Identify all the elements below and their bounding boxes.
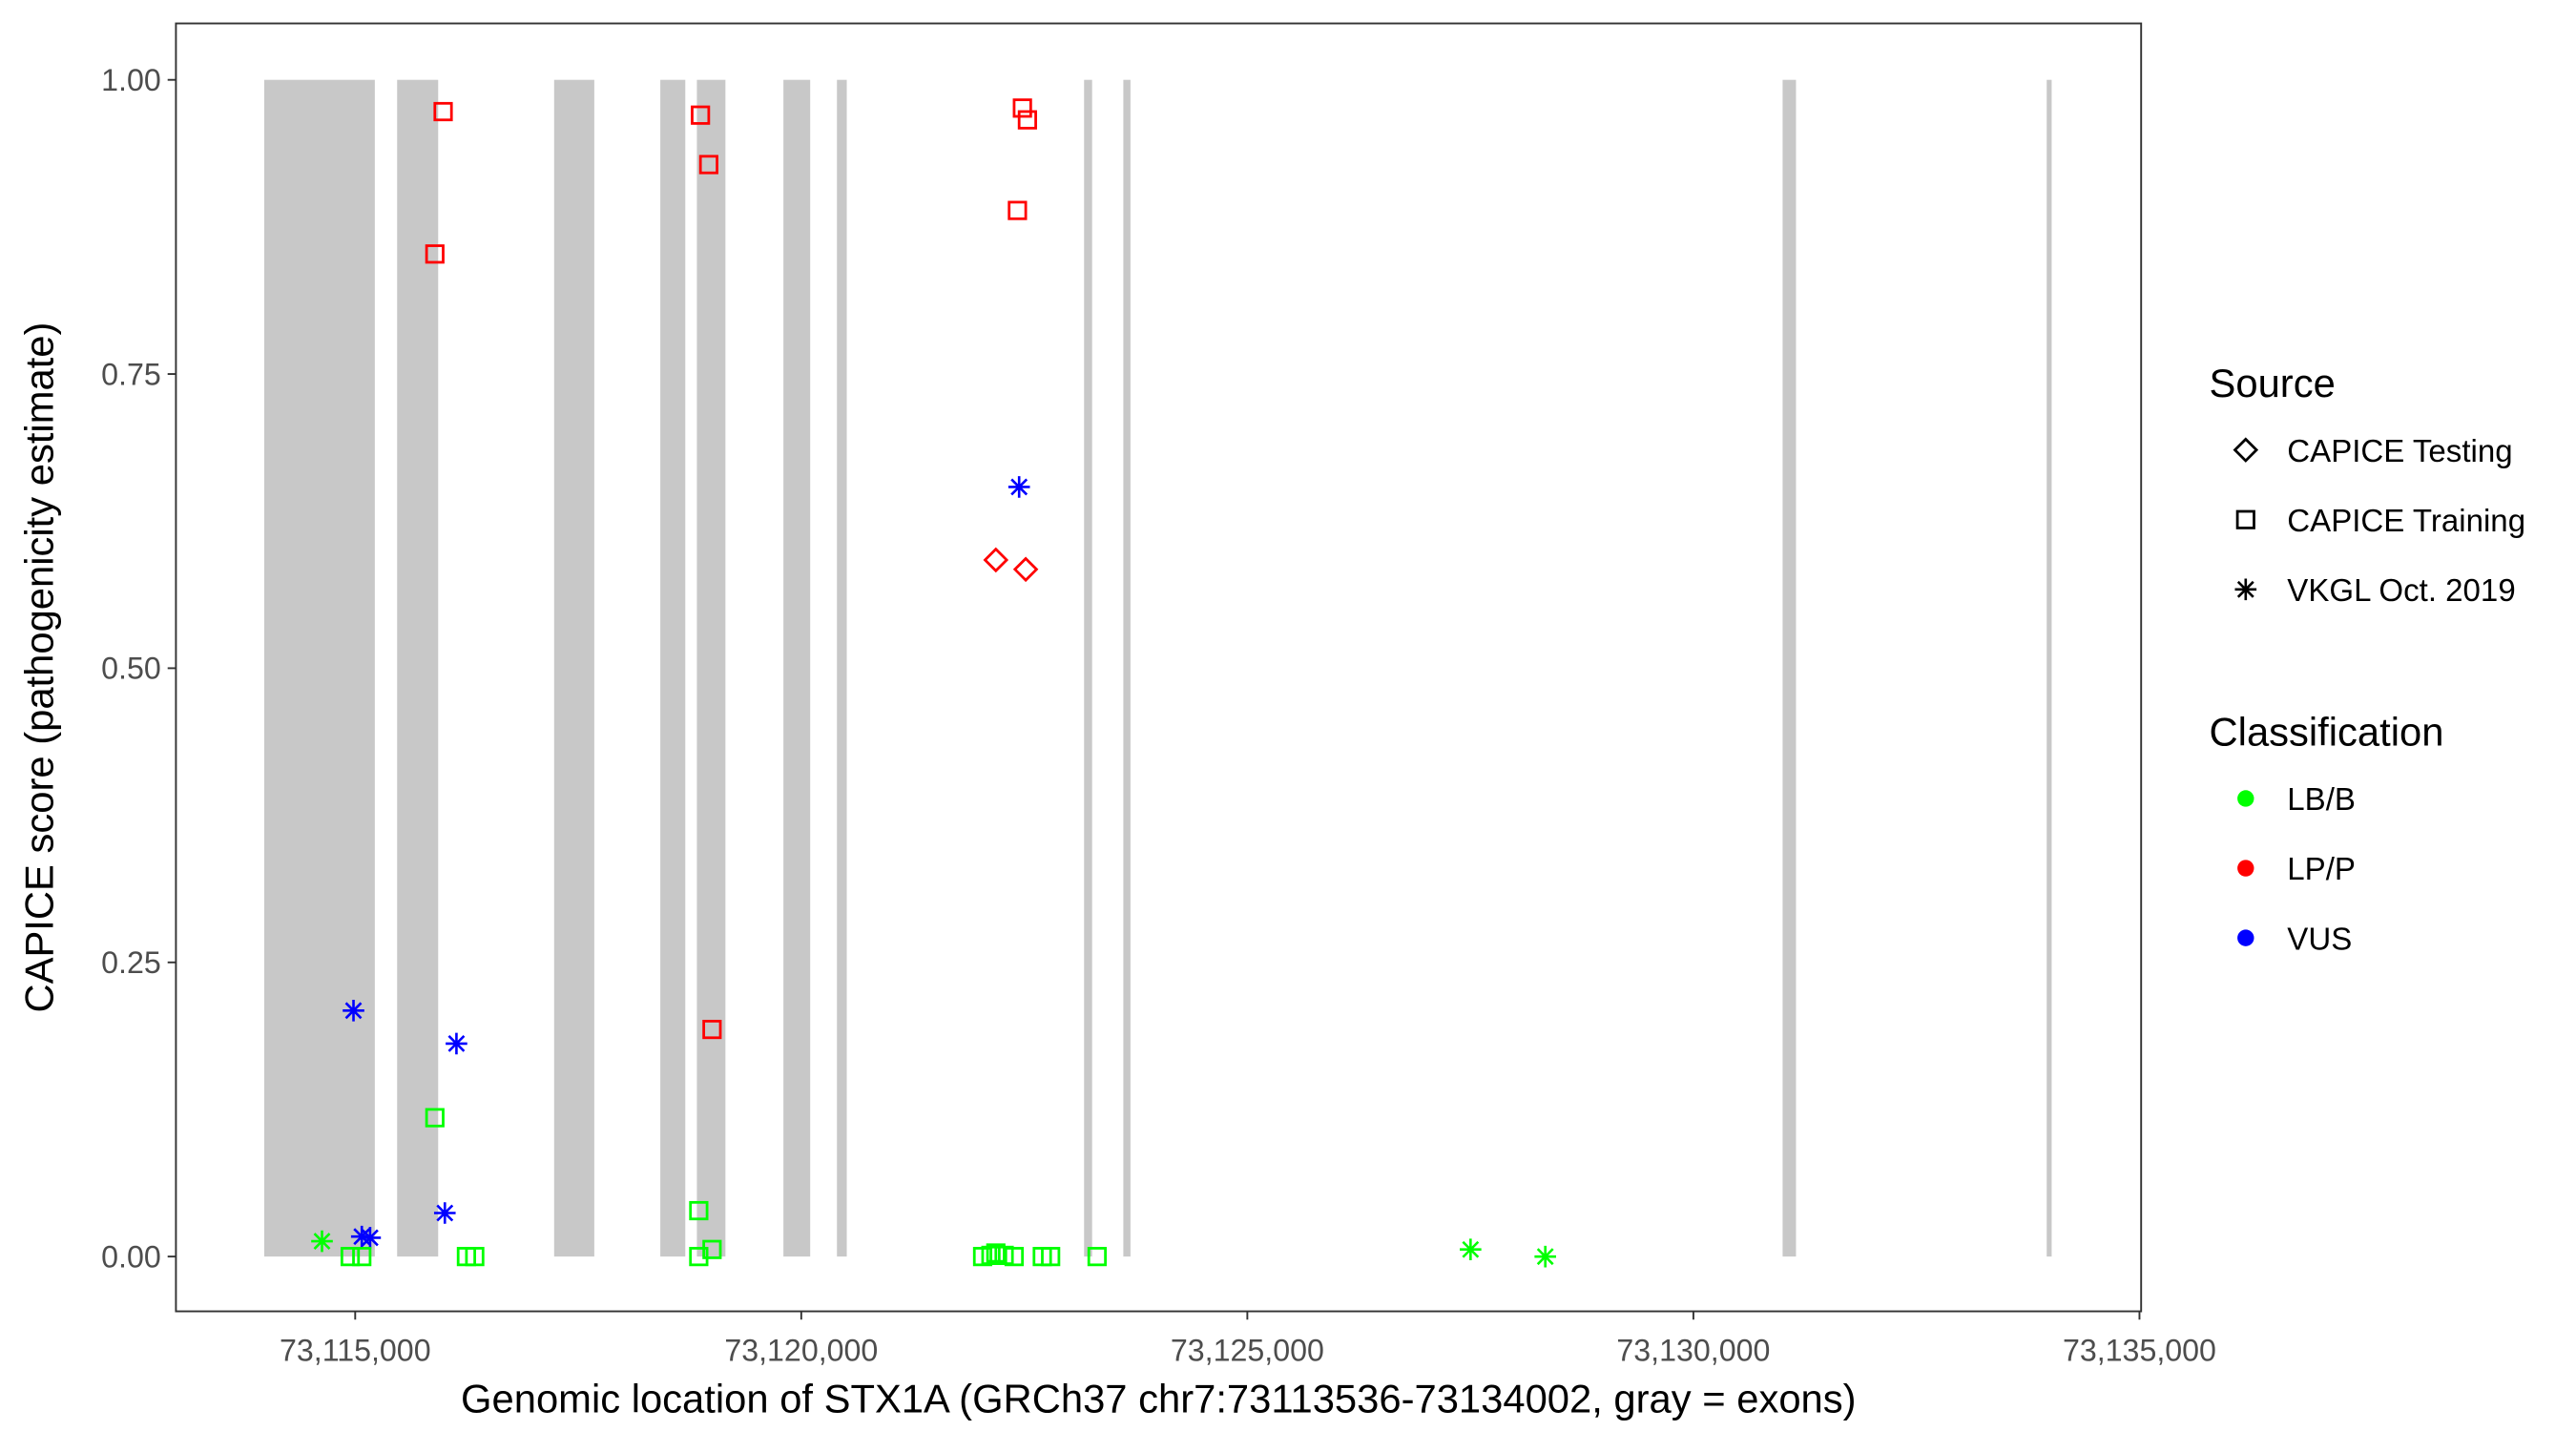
data-point xyxy=(465,1247,485,1267)
data-point xyxy=(1534,1245,1557,1268)
data-point xyxy=(702,1019,722,1040)
legend-key-dot-icon xyxy=(2237,860,2254,877)
data-point xyxy=(691,105,711,125)
exon-bar xyxy=(263,79,375,1257)
legend-classification-title: Classification xyxy=(2210,709,2444,754)
data-point xyxy=(1041,1247,1061,1267)
legend-source-title: Source xyxy=(2210,361,2336,405)
points-layer xyxy=(311,98,1557,1268)
legend-key-dot-icon xyxy=(2237,790,2254,807)
data-point xyxy=(983,547,1009,573)
data-point xyxy=(433,101,453,122)
legend-class-label: LB/B xyxy=(2287,782,2356,818)
legend-class-label: LP/P xyxy=(2287,852,2356,887)
data-point xyxy=(340,1247,361,1267)
legend-source-label: CAPICE Training xyxy=(2287,504,2525,539)
data-point xyxy=(446,1032,467,1055)
data-point xyxy=(1008,476,1030,498)
y-tick-label: 1.00 xyxy=(101,63,161,97)
exon-bar xyxy=(660,79,686,1257)
x-tick-label: 73,130,000 xyxy=(1616,1334,1770,1368)
data-point xyxy=(702,1239,722,1259)
exon-bar xyxy=(837,79,847,1257)
data-point xyxy=(359,1227,382,1249)
data-point xyxy=(981,1245,1001,1265)
data-point xyxy=(1012,556,1039,583)
data-point xyxy=(994,1245,1014,1265)
data-point xyxy=(1087,1247,1107,1267)
legend-key-diamond-icon xyxy=(2233,437,2259,463)
legend-class-label: VUS xyxy=(2287,922,2352,957)
x-tick-label: 73,135,000 xyxy=(2063,1334,2216,1368)
x-axis: 73,115,000 73,120,000 73,125,000 73,130,000… xyxy=(280,1311,2216,1368)
exon-bar xyxy=(1084,79,1092,1257)
legend-source-label: CAPICE Testing xyxy=(2287,434,2512,469)
y-axis-label: CAPICE score (pathogenicity estimate) xyxy=(17,322,62,1013)
exon-bar xyxy=(783,79,811,1257)
exon-bar xyxy=(397,79,439,1257)
data-point xyxy=(352,1247,372,1267)
data-point xyxy=(343,1000,364,1022)
data-point xyxy=(1004,1247,1025,1267)
plot-border xyxy=(175,22,2143,1313)
data-point xyxy=(425,244,445,264)
y-tick-label: 0.50 xyxy=(101,652,161,686)
exon-bar xyxy=(553,79,594,1257)
x-axis-label: Genomic location of STX1A (GRCh37 chr7:7… xyxy=(461,1377,1857,1421)
data-point xyxy=(689,1200,709,1221)
data-point xyxy=(1008,200,1028,220)
data-point xyxy=(698,155,718,175)
data-point xyxy=(1017,110,1037,130)
data-point xyxy=(1012,98,1032,118)
x-tick-label: 73,125,000 xyxy=(1171,1334,1324,1368)
data-point xyxy=(1460,1238,1482,1261)
legend-key-asterisk-icon xyxy=(2234,578,2257,601)
exon-layer xyxy=(263,79,2052,1257)
exon-bar xyxy=(1123,79,1131,1257)
legend: Source CAPICE Testing CAPICE Training VKGL… xyxy=(2210,361,2526,957)
data-point xyxy=(311,1230,333,1253)
data-point xyxy=(433,1202,456,1224)
exon-bar xyxy=(1782,79,1797,1257)
legend-source-label: VKGL Oct. 2019 xyxy=(2287,573,2515,609)
y-tick-label: 0.75 xyxy=(101,357,161,391)
exon-bar xyxy=(696,79,726,1257)
y-tick-label: 0.25 xyxy=(101,945,161,980)
exon-bar xyxy=(2046,79,2052,1257)
y-tick-label: 0.00 xyxy=(101,1239,161,1274)
legend-key-square-icon xyxy=(2235,509,2255,529)
legend-key-dot-icon xyxy=(2237,929,2254,946)
x-tick-label: 73,120,000 xyxy=(724,1334,878,1368)
y-axis: 0.00 0.25 0.50 0.75 1.00 xyxy=(101,63,177,1274)
data-point xyxy=(425,1108,445,1128)
x-tick-label: 73,115,000 xyxy=(280,1334,431,1368)
